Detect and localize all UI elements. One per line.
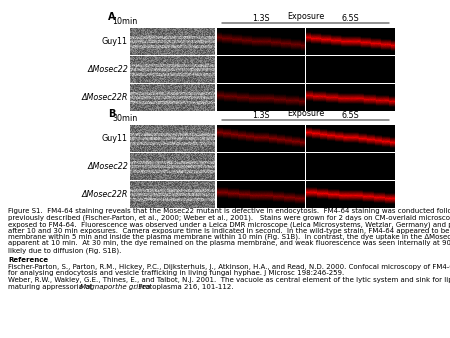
Text: . Protoplasma 216, 101-112.: . Protoplasma 216, 101-112.	[134, 284, 234, 290]
Text: after 10 and 30 min exposures.  Camera exposure time is indicated in second.  In: after 10 and 30 min exposures. Camera ex…	[8, 227, 450, 234]
Text: previously described (Fischer-Parton, et al., 2000; Weber et al., 2001).   Stain: previously described (Fischer-Parton, et…	[8, 215, 450, 221]
Text: Weber, R.W., Wakley, G.E., Thines, E., and Talbot, N.J. 2001.  The vacuole as ce: Weber, R.W., Wakley, G.E., Thines, E., a…	[8, 277, 450, 283]
Text: exposed to FM4-64.  Fluorescence was observed under a Leica DMR microscope (Leic: exposed to FM4-64. Fluorescence was obse…	[8, 221, 450, 227]
Text: Fischer-Parton, S., Parton, R.M., Hickey, P.C., Dijksterhuis, J., Atkinson, H.A.: Fischer-Parton, S., Parton, R.M., Hickey…	[8, 264, 450, 269]
Text: 6.5S: 6.5S	[341, 111, 359, 120]
Text: A: A	[108, 12, 116, 22]
Text: Magnaporthe grisea: Magnaporthe grisea	[80, 284, 150, 290]
Text: Guy11: Guy11	[102, 134, 128, 143]
Text: 30min: 30min	[112, 114, 137, 123]
Text: membrane within 5 min and inside the plasma membrane within 10 min (Fig. S1B).  : membrane within 5 min and inside the pla…	[8, 234, 450, 241]
Text: Figure S1.  FM4-64 staining reveals that the Mosec22 mutant is defective in endo: Figure S1. FM4-64 staining reveals that …	[8, 208, 450, 214]
Text: maturing appressoria of: maturing appressoria of	[8, 284, 94, 290]
Text: Exposure: Exposure	[287, 12, 324, 21]
Text: 1.3S: 1.3S	[252, 111, 270, 120]
Text: Exposure: Exposure	[287, 109, 324, 118]
Text: ΔMosec22: ΔMosec22	[87, 162, 128, 171]
Text: ΔMosec22R: ΔMosec22R	[81, 190, 128, 199]
Text: for analysing endocytosis and vesicle trafficking in living fungal hyphae. J Mic: for analysing endocytosis and vesicle tr…	[8, 270, 344, 276]
Text: 6.5S: 6.5S	[341, 14, 359, 23]
Text: Guy11: Guy11	[102, 37, 128, 46]
Text: apparent at 10 min.  At 30 min, the dye remained on the plasma membrane, and wea: apparent at 10 min. At 30 min, the dye r…	[8, 241, 450, 246]
Text: likely due to diffusion (Fig. S1B).: likely due to diffusion (Fig. S1B).	[8, 247, 122, 254]
Text: B: B	[108, 109, 115, 119]
Text: ΔMosec22R: ΔMosec22R	[81, 93, 128, 102]
Text: 1.3S: 1.3S	[252, 14, 270, 23]
Text: ΔMosec22: ΔMosec22	[87, 65, 128, 74]
Text: Reference: Reference	[8, 257, 48, 263]
Text: 10min: 10min	[112, 17, 137, 26]
